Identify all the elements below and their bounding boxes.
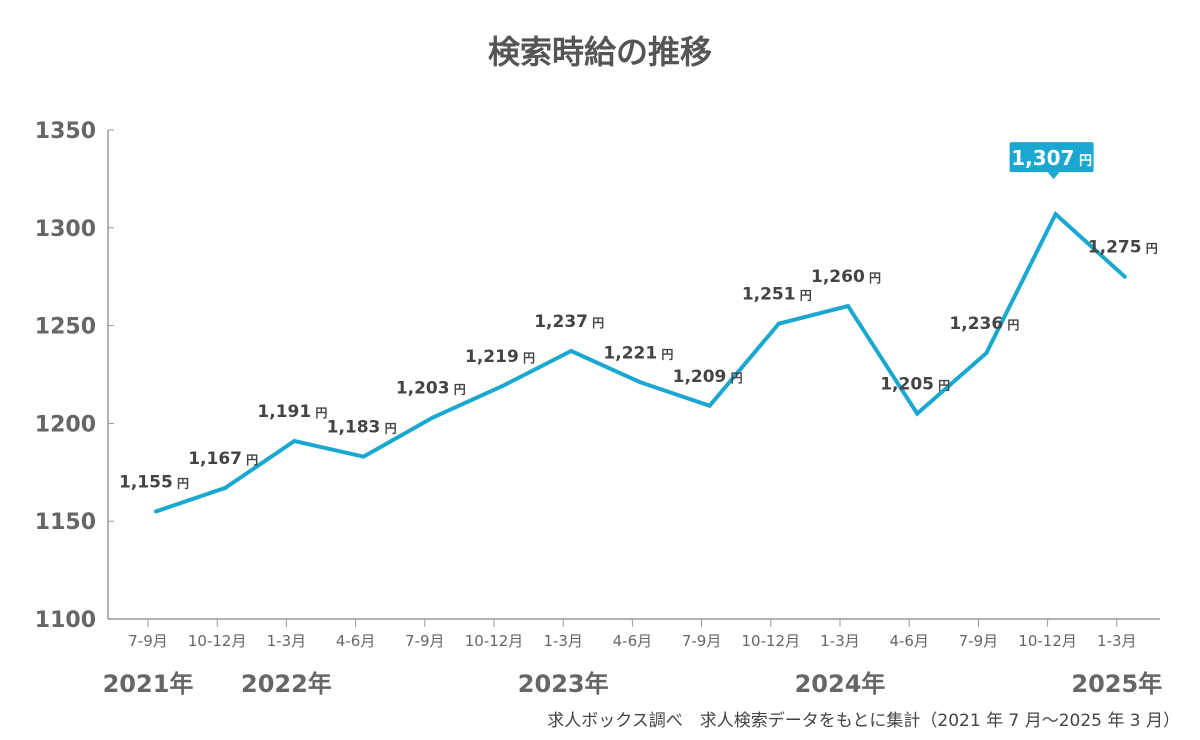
y-tick-label: 1350 [35,119,96,144]
unit-label: 円 [311,406,327,420]
x-tick-label: 4-6月 [336,632,376,650]
x-tick-label: 1-3月 [543,632,583,650]
data-label: 1,167 円 [188,449,258,469]
year-label: 2022年 [241,670,332,698]
highlight-pointer [1047,172,1060,180]
data-point [1053,212,1058,217]
data-label: 1,191 円 [257,402,327,422]
year-label: 2021年 [103,670,194,698]
unit-label: 円 [657,347,673,361]
unit-label: 円 [519,351,535,365]
x-tick-label: 4-6月 [889,632,929,650]
x-tick-label: 10-12月 [465,632,524,650]
x-tick-label: 10-12月 [1018,632,1077,650]
data-point [707,403,712,408]
data-point [154,509,158,514]
data-label: 1,307 円 [1011,146,1092,170]
x-tick-label: 1-3月 [820,632,860,650]
x-tick-label: 1-3月 [267,632,307,650]
data-label: 1,221 円 [603,343,673,363]
unit-label: 円 [450,383,466,397]
x-tick-label: 10-12月 [742,632,801,650]
unit-label: 円 [865,271,881,285]
data-point [361,454,366,459]
unit-label: 円 [380,422,396,436]
data-point [638,380,643,385]
x-tick-label: 7-9月 [682,632,722,650]
year-label: 2024年 [795,670,886,698]
data-point [1122,274,1127,279]
y-tick-label: 1150 [35,510,96,535]
data-point [846,304,850,309]
data-label: 1,209 円 [673,367,743,387]
chart-title: 検索時給の推移 [488,33,712,71]
data-label: 1,237 円 [534,312,604,332]
unit-label: 円 [796,289,812,303]
data-point [984,350,989,355]
x-tick-label: 7-9月 [405,632,445,650]
unit-label: 円 [726,371,742,385]
data-point [223,485,228,490]
data-label: 1,183 円 [327,418,397,438]
year-label: 2023年 [518,670,609,698]
data-label: 1,275 円 [1088,238,1158,258]
x-tick-label: 7-9月 [959,632,999,650]
y-tick-label: 1100 [35,608,96,633]
x-tick-label: 7-9月 [128,632,168,650]
unit-label: 円 [242,453,258,467]
unit-label: 円 [1142,242,1158,256]
year-label: 2025年 [1071,670,1162,698]
data-point [569,349,574,354]
data-point [292,439,297,444]
data-label: 1,155 円 [119,472,189,492]
data-label: 1,219 円 [465,347,535,367]
data-label: 1,203 円 [396,379,466,399]
y-tick-label: 1250 [35,315,96,340]
y-tick-label: 1300 [35,217,96,242]
unit-label: 円 [934,379,950,393]
data-point [915,411,920,416]
unit-label: 円 [588,316,604,330]
data-point [430,415,435,420]
y-tick-label: 1200 [35,412,96,437]
x-tick-label: 4-6月 [613,632,653,650]
unit-label: 円 [173,476,189,490]
x-tick-label: 10-12月 [188,632,247,650]
highlight-label-bg [1009,142,1094,173]
data-label: 1,260 円 [811,267,881,287]
x-tick-label: 1-3月 [1097,632,1137,650]
source-note: 求人ボックス調べ 求人検索データをもとに集計（2021 年 7 月〜2025 年… [547,710,1180,731]
unit-label: 円 [1074,154,1092,169]
data-label: 1,251 円 [742,285,812,305]
data-point [500,384,504,389]
unit-label: 円 [1003,318,1019,332]
data-point [776,321,781,326]
data-label: 1,236 円 [949,314,1019,334]
data-label: 1,205 円 [880,375,950,395]
